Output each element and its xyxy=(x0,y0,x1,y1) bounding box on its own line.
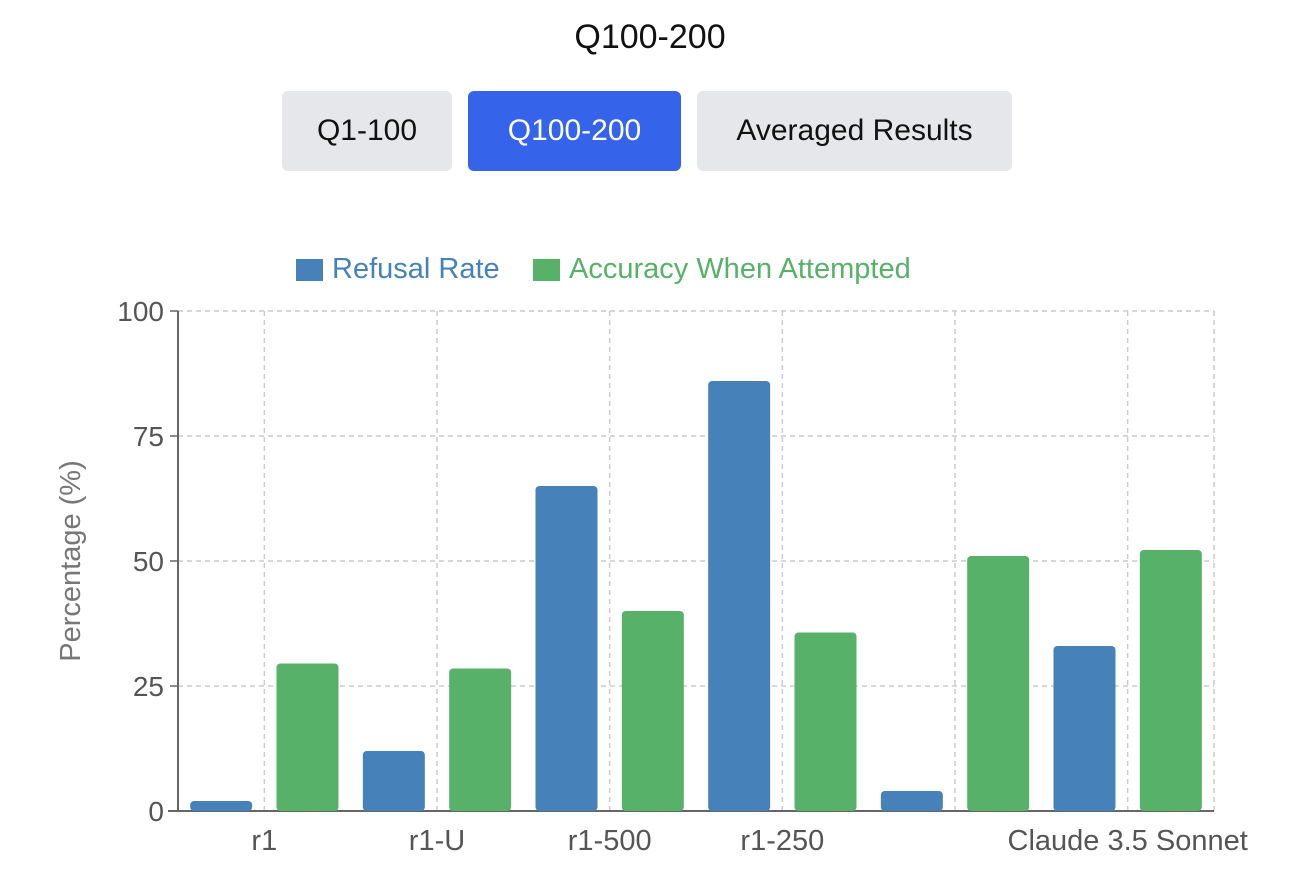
y-tick-label: 75 xyxy=(133,421,164,452)
legend-swatch xyxy=(533,259,560,281)
legend-swatch xyxy=(296,259,323,281)
bar-accuracy xyxy=(621,611,684,811)
chart-grid xyxy=(178,310,1215,811)
bar-accuracy xyxy=(1139,550,1202,811)
bar-refusal-rate xyxy=(362,751,425,811)
chart-container: Refusal Rate Accuracy When Attempted 0 25 5… xyxy=(0,230,1300,880)
bar-accuracy xyxy=(449,668,512,811)
y-tick-label: 0 xyxy=(148,796,164,827)
x-tick-label: r1 xyxy=(251,825,277,857)
chart-bars xyxy=(190,381,1202,811)
legend-label: Refusal Rate xyxy=(332,253,500,285)
chart-legend: Refusal Rate Accuracy When Attempted xyxy=(296,253,911,285)
bar-refusal-rate xyxy=(1053,646,1116,811)
bar-refusal-rate xyxy=(708,381,771,811)
bar-refusal-rate xyxy=(880,791,943,811)
x-tick-label: r1-U xyxy=(409,825,465,857)
bar-refusal-rate xyxy=(190,801,253,811)
y-tick-label: 100 xyxy=(117,296,164,327)
chart-labels: 0 25 50 75 100 Percentage (%) r1 r1-U r1-500 r1-2… xyxy=(55,296,1248,857)
y-axis-label: Percentage (%) xyxy=(55,460,87,662)
tab-bar: Q1-100 Q100-200 Averaged Results xyxy=(0,91,1300,171)
tab-q100-200[interactable]: Q100-200 xyxy=(468,91,681,171)
legend-label: Accuracy When Attempted xyxy=(569,253,911,285)
bar-accuracy xyxy=(794,632,857,811)
bar-chart: Refusal Rate Accuracy When Attempted 0 25 5… xyxy=(55,253,1248,857)
x-tick-label: r1-500 xyxy=(568,825,652,857)
chart-axes xyxy=(168,310,1214,812)
x-tick-label: r1-250 xyxy=(740,825,824,857)
tab-q1-100[interactable]: Q1-100 xyxy=(282,91,452,171)
bar-accuracy xyxy=(967,556,1030,811)
y-tick-label: 50 xyxy=(133,546,164,577)
tab-averaged-results[interactable]: Averaged Results xyxy=(697,91,1012,171)
y-tick-label: 25 xyxy=(133,671,164,702)
page-title: Q100-200 xyxy=(574,18,726,56)
x-tick-label: Claude 3.5 Sonnet xyxy=(1008,825,1248,857)
bar-refusal-rate xyxy=(535,486,598,811)
bar-accuracy xyxy=(276,663,339,811)
